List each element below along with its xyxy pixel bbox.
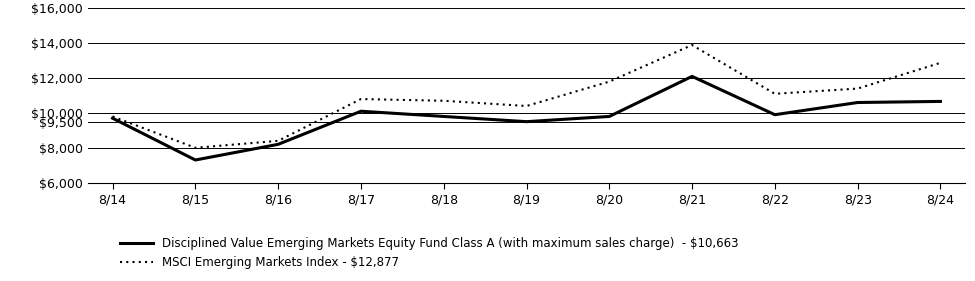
Disciplined Value Emerging Markets Equity Fund Class A (with maximum sales charge)  - $10,663	[438, 115, 449, 118]
Disciplined Value Emerging Markets Equity Fund Class A (with maximum sales charge)  - $10,663	[189, 158, 201, 162]
MSCI Emerging Markets Index - $12,877	[769, 92, 781, 96]
MSCI Emerging Markets Index - $12,877	[604, 80, 615, 83]
MSCI Emerging Markets Index - $12,877	[355, 97, 367, 101]
Disciplined Value Emerging Markets Equity Fund Class A (with maximum sales charge)  - $10,663	[852, 101, 864, 104]
Disciplined Value Emerging Markets Equity Fund Class A (with maximum sales charge)  - $10,663	[769, 113, 781, 116]
MSCI Emerging Markets Index - $12,877	[521, 104, 532, 108]
Disciplined Value Emerging Markets Equity Fund Class A (with maximum sales charge)  - $10,663	[272, 143, 284, 146]
Disciplined Value Emerging Markets Equity Fund Class A (with maximum sales charge)  - $10,663	[935, 100, 947, 103]
Disciplined Value Emerging Markets Equity Fund Class A (with maximum sales charge)  - $10,663	[686, 75, 698, 78]
MSCI Emerging Markets Index - $12,877	[852, 87, 864, 90]
MSCI Emerging Markets Index - $12,877	[438, 99, 449, 103]
MSCI Emerging Markets Index - $12,877	[686, 43, 698, 47]
Disciplined Value Emerging Markets Equity Fund Class A (with maximum sales charge)  - $10,663	[106, 117, 118, 120]
Legend: Disciplined Value Emerging Markets Equity Fund Class A (with maximum sales charg: Disciplined Value Emerging Markets Equit…	[120, 237, 739, 269]
Disciplined Value Emerging Markets Equity Fund Class A (with maximum sales charge)  - $10,663	[604, 115, 615, 118]
MSCI Emerging Markets Index - $12,877	[106, 115, 118, 118]
MSCI Emerging Markets Index - $12,877	[189, 146, 201, 149]
MSCI Emerging Markets Index - $12,877	[935, 61, 947, 65]
Disciplined Value Emerging Markets Equity Fund Class A (with maximum sales charge)  - $10,663	[355, 110, 367, 113]
MSCI Emerging Markets Index - $12,877	[272, 139, 284, 142]
Disciplined Value Emerging Markets Equity Fund Class A (with maximum sales charge)  - $10,663	[521, 120, 532, 123]
Line: Disciplined Value Emerging Markets Equity Fund Class A (with maximum sales charge)  - $10,663: Disciplined Value Emerging Markets Equit…	[112, 76, 941, 160]
Line: MSCI Emerging Markets Index - $12,877: MSCI Emerging Markets Index - $12,877	[112, 45, 941, 148]
